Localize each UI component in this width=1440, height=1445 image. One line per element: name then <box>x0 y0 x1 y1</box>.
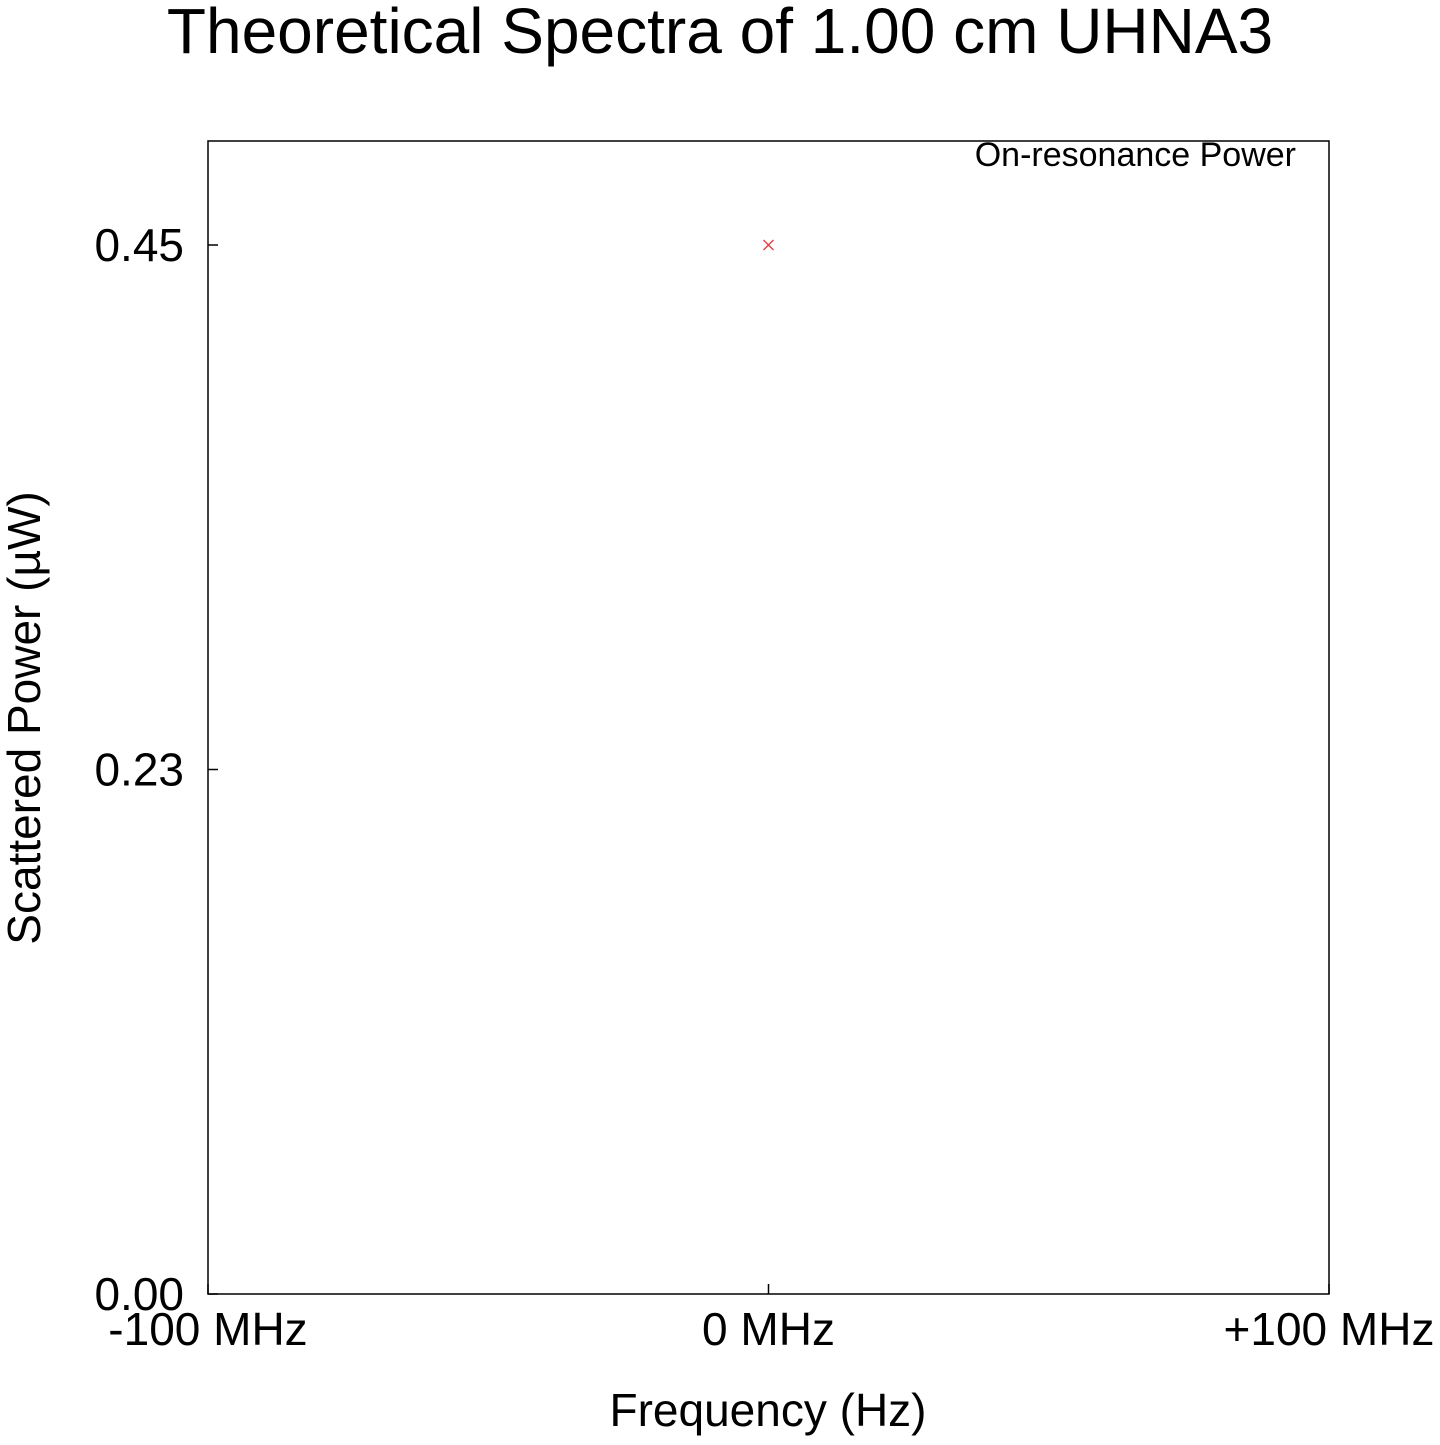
data-markers <box>763 239 774 251</box>
x-axis-label: Frequency (Hz) <box>610 1384 927 1436</box>
plot-area-frame <box>207 140 1330 1295</box>
y-axis-label: Scattered Power (µW) <box>0 491 50 944</box>
x-tick-label: +100 MHz <box>1224 1303 1435 1355</box>
marker-stroke <box>763 239 774 251</box>
y-tick-label: 0.23 <box>94 744 184 796</box>
y-tick-label: 0.00 <box>94 1268 184 1320</box>
y-tick-label: 0.45 <box>94 219 184 271</box>
data-point-marker <box>763 239 774 251</box>
legend: On-resonance Power <box>975 136 1296 174</box>
x-tick-label: -100 MHz <box>108 1303 307 1355</box>
y-axis-ticks: 0.00 0.23 0.45 <box>94 219 218 1320</box>
legend-entry-label: On-resonance Power <box>975 136 1296 174</box>
chart-title: Theoretical Spectra of 1.00 cm UHNA3 <box>167 0 1273 67</box>
x-axis-ticks: -100 MHz 0 MHz +100 MHz <box>108 1284 1434 1355</box>
x-tick-label: 0 MHz <box>702 1303 835 1355</box>
